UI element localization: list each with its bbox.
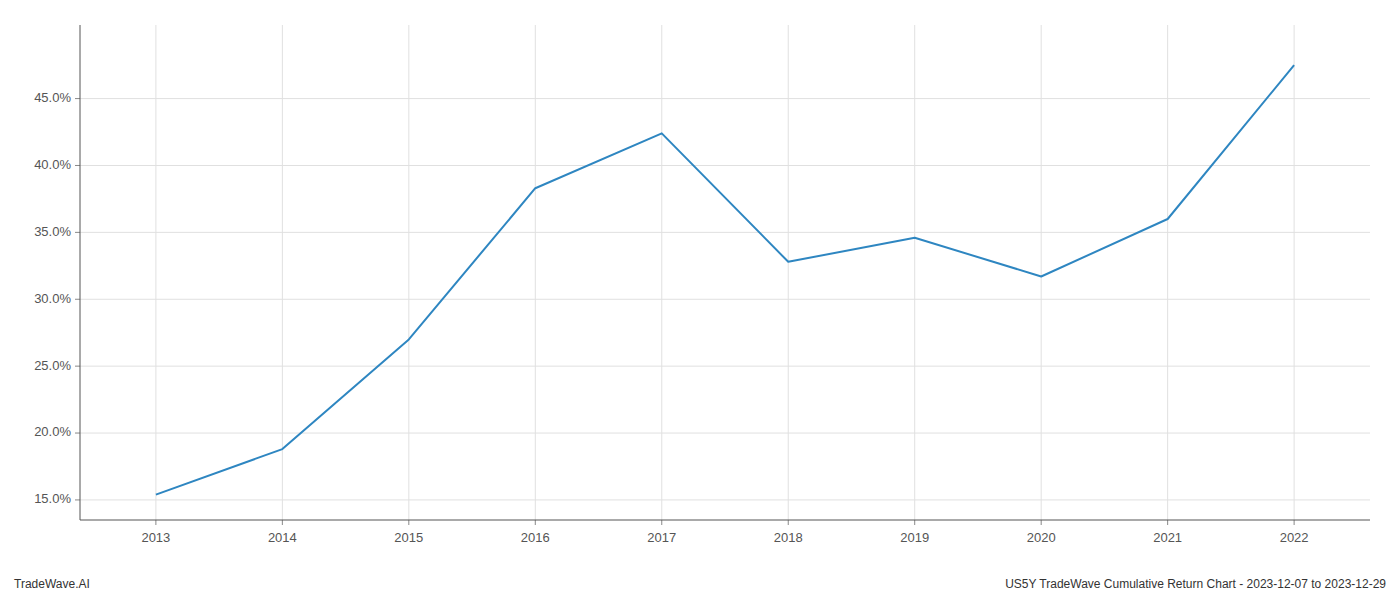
- y-tick: [75, 366, 80, 367]
- x-tick-label: 2022: [1280, 530, 1309, 545]
- x-tick: [661, 520, 662, 525]
- x-grid-line: [914, 25, 915, 520]
- x-tick-label: 2019: [900, 530, 929, 545]
- chart-svg: 15.0% 20.0% 25.0% 30.0% 35.0% 40.0% 45.0% 2013 2…: [0, 0, 1400, 600]
- x-tick-label: 2013: [141, 530, 170, 545]
- x-tick: [155, 520, 156, 525]
- x-grid-line: [788, 25, 789, 520]
- y-tick-label: 20.0%: [34, 424, 71, 439]
- x-tick: [914, 520, 915, 525]
- x-tick-label: 2018: [774, 530, 803, 545]
- x-tick-label: 2021: [1153, 530, 1182, 545]
- grid: [80, 25, 1370, 520]
- y-tick-label: 40.0%: [34, 157, 71, 172]
- x-tick: [1041, 520, 1042, 525]
- footer-text: US5Y TradeWave Cumulative Return Chart -…: [1005, 577, 1386, 591]
- x-tick-label: 2020: [1027, 530, 1056, 545]
- y-grid-line: [80, 499, 1370, 500]
- y-grid-line: [80, 366, 1370, 367]
- x-tick-label: 2014: [268, 530, 297, 545]
- x-tick: [282, 520, 283, 525]
- y-grid-line: [80, 98, 1370, 99]
- x-grid-line: [1041, 25, 1042, 520]
- y-tick-label: 30.0%: [34, 291, 71, 306]
- x-grid-line: [282, 25, 283, 520]
- footer-text: TradeWave.AI: [14, 577, 90, 591]
- y-tick-label: 15.0%: [34, 491, 71, 506]
- x-tick: [1294, 520, 1295, 525]
- y-tick: [75, 98, 80, 99]
- y-tick-label: 35.0%: [34, 224, 71, 239]
- x-grid-line: [1294, 25, 1295, 520]
- x-tick: [1167, 520, 1168, 525]
- y-grid-line: [80, 433, 1370, 434]
- x-tick: [788, 520, 789, 525]
- x-grid-line: [408, 25, 409, 520]
- chart-container: 15.0% 20.0% 25.0% 30.0% 35.0% 40.0% 45.0% 2013 2…: [0, 0, 1400, 600]
- x-tick-label: 2017: [647, 530, 676, 545]
- y-axis-line: [80, 25, 81, 520]
- x-tick: [535, 520, 536, 525]
- y-tick: [75, 299, 80, 300]
- y-grid-line: [80, 232, 1370, 233]
- y-tick: [75, 165, 80, 166]
- y-tick: [75, 232, 80, 233]
- x-tick-label: 2016: [521, 530, 550, 545]
- y-tick: [75, 433, 80, 434]
- x-tick-label: 2015: [394, 530, 423, 545]
- y-tick-label: 45.0%: [34, 90, 71, 105]
- x-grid-line: [1167, 25, 1168, 520]
- y-grid-line: [80, 165, 1370, 166]
- x-grid-line: [661, 25, 662, 520]
- axes: 15.0% 20.0% 25.0% 30.0% 35.0% 40.0% 45.0% 2013 2…: [34, 25, 1370, 545]
- plot-area: [156, 65, 1294, 494]
- y-grid-line: [80, 299, 1370, 300]
- x-grid-line: [535, 25, 536, 520]
- y-tick: [75, 499, 80, 500]
- x-tick: [408, 520, 409, 525]
- y-tick-label: 25.0%: [34, 358, 71, 373]
- x-axis-line: [80, 520, 1370, 521]
- data-line: [156, 65, 1294, 494]
- x-grid-line: [155, 25, 156, 520]
